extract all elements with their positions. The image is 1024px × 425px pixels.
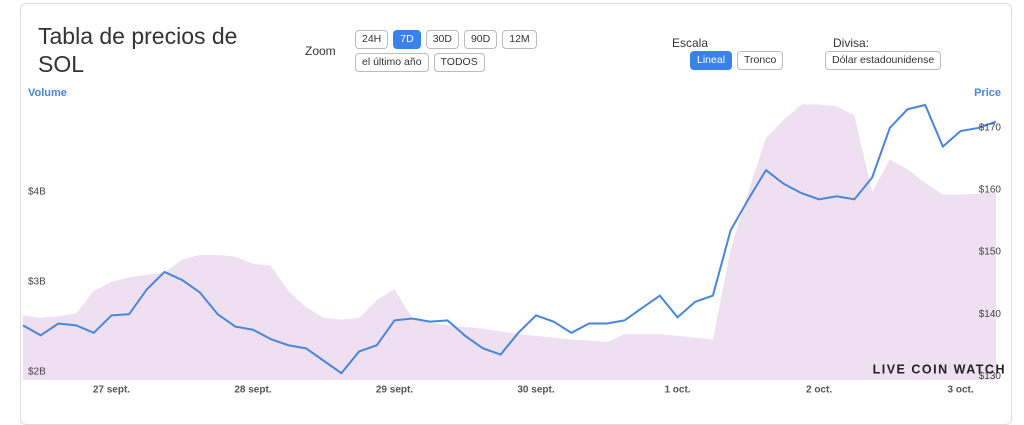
y-tick-label: $4B: [28, 186, 46, 197]
x-tick-label: 3 oct.: [948, 385, 974, 396]
y-tick-label: $3B: [28, 277, 46, 288]
zoom-button[interactable]: 24H: [355, 30, 389, 49]
currency-label: Divisa:: [833, 36, 870, 50]
y2-tick-label: $150: [979, 247, 1002, 258]
scale-group: Lineal Tronco: [690, 51, 784, 70]
currency-group: Dólar estadounidense: [825, 51, 942, 70]
x-tick-label: 30 sept.: [517, 385, 554, 396]
y-tick-label: $2B: [28, 367, 46, 378]
zoom-button[interactable]: TODOS: [433, 53, 485, 72]
x-tick-label: 2 oct.: [806, 385, 832, 396]
zoom-group: 24H 7D 30D 90D 12M el último año TODOS: [355, 30, 611, 72]
chart: Volume Price $2B $3B $4B $130 $140 $150 $160 $1…: [22, 87, 1006, 396]
volume-area: [23, 104, 996, 380]
x-tick-label: 1 oct.: [664, 385, 690, 396]
currency-button[interactable]: Dólar estadounidense: [825, 51, 942, 70]
zoom-label: Zoom: [305, 44, 336, 58]
y2-tick-label: $160: [979, 185, 1002, 196]
y-axis-title: Volume: [28, 87, 67, 99]
x-tick-label: 29 sept.: [376, 385, 413, 396]
x-tick-label: 28 sept.: [234, 385, 271, 396]
scale-button[interactable]: Tronco: [737, 51, 784, 70]
zoom-button[interactable]: 7D: [393, 30, 421, 49]
zoom-button[interactable]: 90D: [463, 30, 498, 49]
y2-tick-label: $140: [979, 309, 1002, 320]
x-tick-label: 27 sept.: [93, 385, 130, 396]
zoom-button[interactable]: 30D: [425, 30, 459, 49]
y2-tick-label: $130: [979, 371, 1002, 382]
y2-axis-title: Price: [974, 87, 1001, 99]
page-title: Tabla de precios de SOL: [38, 23, 238, 77]
page: Tabla de precios de SOL Zoom 24H 7D 30D 90D…: [20, 3, 1012, 425]
scale-button[interactable]: Lineal: [690, 51, 733, 70]
zoom-button[interactable]: el último año: [355, 53, 429, 72]
price-line: [22, 103, 997, 375]
scale-label: Escala: [672, 36, 709, 50]
watermark: LIVE COIN WATCH: [873, 362, 1006, 376]
zoom-button[interactable]: 12M: [502, 30, 537, 49]
y2-tick-label: $170: [979, 123, 1002, 134]
